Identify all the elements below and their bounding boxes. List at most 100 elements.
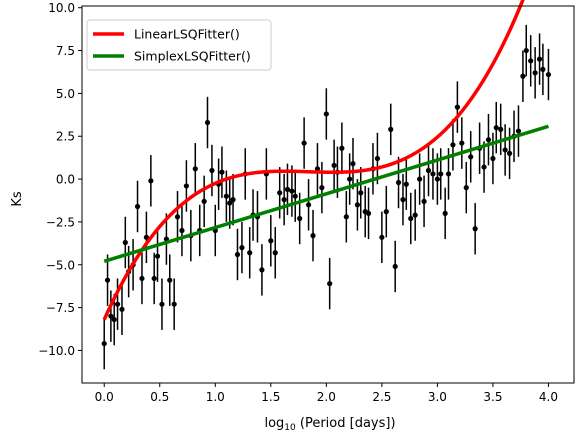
data-point — [219, 169, 225, 175]
data-point — [297, 215, 303, 222]
data-point — [192, 166, 198, 172]
data-point — [134, 203, 141, 210]
data-point — [417, 176, 423, 182]
data-point — [104, 277, 111, 283]
fit-lines — [102, 0, 549, 321]
data-point — [339, 145, 345, 151]
data-point — [506, 150, 513, 156]
data-point — [272, 250, 278, 256]
legend: LinearLSQFitter() SimplexLSQFitter() — [86, 19, 272, 71]
data-point — [445, 171, 452, 177]
data-point — [520, 73, 526, 79]
data-point — [430, 171, 436, 177]
legend-label-simplex: SimplexLSQFitter() — [134, 49, 251, 64]
data-point — [101, 340, 107, 347]
data-point — [122, 239, 128, 246]
data-point — [481, 164, 487, 170]
y-tick-label: 5.0 — [56, 87, 75, 101]
data-point — [388, 126, 394, 132]
data-point — [183, 183, 189, 189]
plot-frame — [81, 5, 575, 384]
y-tick-label: −10.0 — [38, 344, 75, 358]
data-point — [472, 226, 478, 232]
legend-label-linear: LinearLSQFitter() — [134, 27, 240, 42]
data-point — [139, 275, 145, 282]
data-point — [227, 200, 233, 206]
data-point — [358, 190, 364, 196]
y-axis-ticks: −10.0 −7.5 −5.0 −2.5 0.0 2.5 5.0 7.5 10.0 — [38, 1, 82, 358]
x-tick-label: 2.5 — [372, 390, 391, 404]
y-tick-label: −2.5 — [46, 215, 75, 229]
data-point — [545, 71, 552, 78]
data-point — [412, 212, 418, 218]
data-point — [159, 301, 165, 307]
data-point — [490, 155, 496, 162]
y-axis-label: Ks — [10, 191, 25, 207]
data-point — [425, 167, 432, 174]
data-point — [277, 190, 283, 196]
x-axis-ticks: 0.0 0.5 1.0 1.5 2.0 2.5 3.0 3.5 4.0 — [95, 383, 558, 404]
x-tick-label: 3.5 — [483, 390, 502, 404]
data-point — [268, 238, 274, 244]
data-point — [284, 186, 291, 192]
data-point — [528, 58, 534, 64]
data-point — [403, 181, 409, 187]
data-point — [350, 161, 356, 167]
data-point — [167, 277, 173, 283]
data-point — [536, 56, 543, 62]
data-point — [148, 178, 154, 184]
data-point — [343, 214, 349, 220]
data-point — [515, 128, 522, 134]
data-point — [331, 162, 337, 168]
data-point — [383, 209, 389, 215]
data-point — [301, 140, 307, 146]
data-point — [223, 193, 229, 199]
data-point — [281, 197, 287, 203]
data-point — [498, 126, 504, 132]
fit-line-simplex — [103, 124, 549, 264]
data-point — [204, 119, 211, 126]
data-point — [434, 176, 440, 182]
data-point — [108, 313, 114, 319]
data-point — [111, 316, 117, 323]
data-point — [454, 104, 460, 110]
data-point — [314, 166, 321, 172]
data-point — [485, 137, 492, 143]
data-point — [174, 214, 181, 220]
y-tick-label: 2.5 — [56, 130, 75, 144]
x-axis-label: log10 (Period [days]) — [264, 416, 395, 433]
data-point — [421, 198, 427, 204]
data-point — [532, 70, 538, 76]
data-point — [209, 167, 215, 174]
data-point — [323, 111, 329, 117]
data-point — [459, 140, 465, 146]
x-tick-label: 0.5 — [150, 390, 169, 404]
data-point — [347, 176, 353, 182]
y-tick-label: −5.0 — [46, 258, 75, 272]
data-point — [438, 171, 444, 177]
data-point — [327, 281, 333, 287]
y-tick-label: 10.0 — [48, 1, 75, 15]
data-point — [259, 267, 265, 273]
data-point — [392, 263, 398, 270]
data-point — [365, 210, 372, 216]
data-point — [540, 66, 546, 73]
data-point — [379, 234, 385, 240]
x-tick-label: 1.0 — [206, 390, 225, 404]
x-tick-label: 1.5 — [261, 390, 280, 404]
x-tick-label: 3.0 — [428, 390, 447, 404]
data-point — [239, 245, 245, 251]
data-point — [289, 188, 295, 194]
data-point — [468, 154, 474, 160]
data-point — [247, 250, 253, 256]
x-tick-label: 0.0 — [95, 390, 114, 404]
data-point — [230, 197, 236, 203]
x-tick-label: 2.0 — [317, 390, 336, 404]
data-point — [201, 198, 207, 204]
data-point — [234, 251, 241, 258]
data-point — [292, 193, 298, 199]
data-point — [400, 197, 406, 203]
legend-box — [86, 19, 272, 71]
data-point — [502, 147, 508, 153]
data-point — [395, 179, 402, 186]
